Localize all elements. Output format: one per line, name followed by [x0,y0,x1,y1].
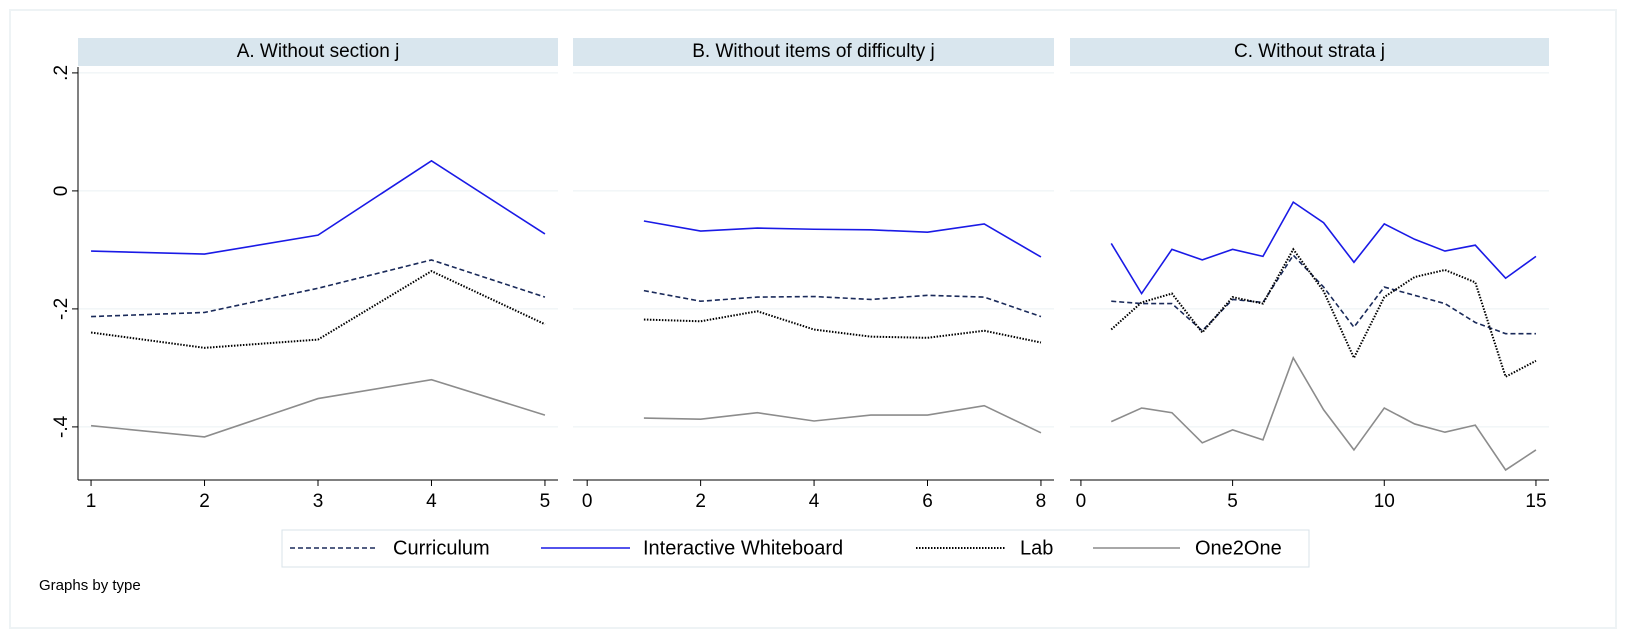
series-line [643,404,1042,434]
note: Graphs by type [39,577,141,594]
series-line [1110,200,1537,296]
x-tick-label: 8 [1036,491,1047,512]
series-line [90,378,546,438]
legend-label: One2One [1195,537,1282,559]
series-line [90,270,546,349]
x-tick-label: 4 [426,491,437,512]
x-tick-label: 10 [1374,491,1395,512]
x-tick-label: 5 [540,491,551,512]
x-tick-label: 0 [1076,491,1087,512]
series-line [1110,247,1537,379]
x-tick-label: 1 [86,491,97,512]
series-line [91,159,546,255]
y-tick-label: .2 [51,65,72,81]
x-tick-label: 15 [1525,491,1546,512]
panel-title: B. Without items of difficulty j [692,41,935,62]
panel-header [1070,38,1549,66]
panel-title: A. Without section j [237,41,400,62]
legend-label: Curriculum [393,537,490,559]
series-line [643,289,1042,318]
legend-label: Lab [1020,537,1053,559]
x-tick-label: 3 [313,491,324,512]
panel-title: C. Without strata j [1234,41,1385,62]
series-line [91,259,546,318]
x-tick-label: 5 [1227,491,1238,512]
y-tick-label: 0 [51,186,72,197]
x-tick-label: 2 [199,491,210,512]
y-tick-label: -.2 [51,298,72,320]
x-tick-label: 4 [809,491,820,512]
series-line [643,220,1042,258]
series-line [643,310,1042,344]
series-line [1111,253,1536,335]
series-line [1110,356,1537,472]
x-tick-label: 2 [695,491,706,512]
panel-header [573,38,1054,66]
x-tick-label: 6 [922,491,933,512]
panel-header [78,38,558,66]
y-tick-label: -.4 [51,415,72,438]
legend-label: Interactive Whiteboard [643,537,843,559]
x-tick-label: 0 [582,491,593,512]
